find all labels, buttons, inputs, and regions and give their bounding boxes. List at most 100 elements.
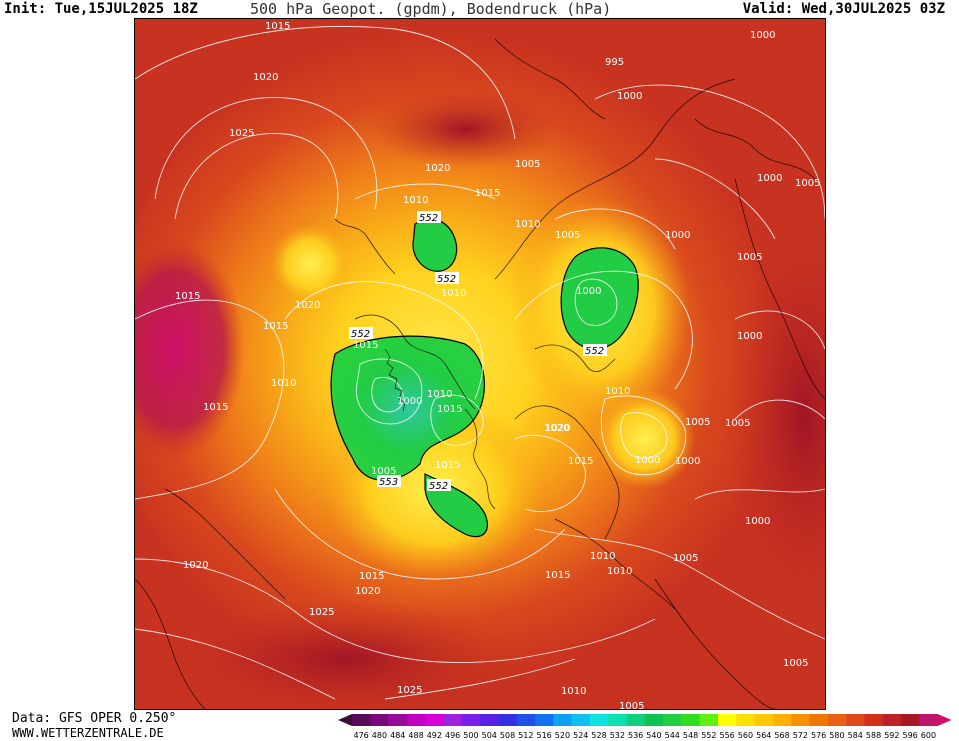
isobar-label: 1005 bbox=[685, 417, 710, 428]
scale-tick-label: 532 bbox=[610, 731, 625, 740]
isobar-label: 1005 bbox=[371, 466, 396, 477]
weather-map[interactable]: 1015 1020 1025 1020 1010 1015 995 1000 1… bbox=[134, 18, 826, 710]
scale-tick-label: 548 bbox=[683, 731, 698, 740]
scale-tick-label: 600 bbox=[921, 731, 936, 740]
isobar-label: 1015 bbox=[265, 21, 290, 32]
color-scale-legend: 476 480 484 488 492 496 500 504 508 512 516 520 524 5… bbox=[338, 714, 952, 740]
scale-tick-label: 596 bbox=[903, 731, 918, 740]
weather-map-svg: 1015 1020 1025 1020 1010 1015 995 1000 1… bbox=[135, 19, 825, 709]
scale-swatch bbox=[644, 714, 664, 726]
isobar-label: 1015 bbox=[437, 404, 462, 415]
isobar-label: 1015 bbox=[359, 571, 384, 582]
scale-tick-label: 488 bbox=[408, 731, 423, 740]
isobar-label-layer: 1015 1020 1025 1020 1010 1015 995 1000 1… bbox=[175, 21, 820, 709]
contour-label: 552 bbox=[419, 213, 438, 224]
isobar-label: 1000 bbox=[665, 230, 690, 241]
contour-label-box bbox=[349, 327, 373, 339]
scale-tick-label: 500 bbox=[463, 731, 478, 740]
map-title: 500 hPa Geopot. (gpdm), Bodendruck (hPa) bbox=[250, 0, 612, 18]
scale-tick-label: 476 bbox=[354, 731, 369, 740]
scale-swatch bbox=[608, 714, 627, 726]
isobar-label: 1010 bbox=[403, 195, 428, 206]
contour-label: 552 bbox=[585, 346, 604, 357]
scale-tick-label: 592 bbox=[884, 731, 899, 740]
data-source: Data: GFS OPER 0.250° bbox=[12, 711, 177, 726]
scale-swatch bbox=[681, 714, 700, 726]
isobar-label: 1000 bbox=[635, 455, 660, 466]
scale-swatch bbox=[626, 714, 646, 726]
scale-swatch bbox=[370, 714, 389, 726]
scale-swatch bbox=[901, 714, 920, 726]
isobar-label: 1025 bbox=[309, 607, 334, 618]
scale-swatch bbox=[425, 714, 444, 726]
scale-swatch bbox=[480, 714, 499, 726]
scale-swatch bbox=[791, 714, 810, 726]
isobar-label: 1025 bbox=[229, 128, 254, 139]
scale-tick-label: 564 bbox=[756, 731, 771, 740]
scale-tick-label: 560 bbox=[738, 731, 753, 740]
high-south-dark bbox=[165, 599, 525, 709]
scale-swatch bbox=[663, 714, 682, 726]
scale-swatch bbox=[736, 714, 755, 726]
scale-swatch bbox=[699, 714, 719, 726]
scale-swatch bbox=[352, 714, 371, 726]
isobar-label: 1000 bbox=[617, 91, 642, 102]
scale-swatch bbox=[388, 714, 408, 726]
scale-swatch bbox=[754, 714, 774, 726]
scale-swatch bbox=[864, 714, 883, 726]
scale-tick-label: 508 bbox=[500, 731, 515, 740]
scale-tick-label: 540 bbox=[646, 731, 661, 740]
isobar-label: 1005 bbox=[795, 178, 820, 189]
scale-tick-label: 492 bbox=[427, 731, 442, 740]
contour-label: 552 bbox=[437, 274, 456, 285]
isobar-label: 1005 bbox=[737, 252, 762, 263]
scale-tick-label: 480 bbox=[372, 731, 387, 740]
scale-tick-label: 584 bbox=[848, 731, 863, 740]
init-time: Init: Tue,15JUL2025 18Z bbox=[4, 1, 198, 17]
isobar-label: 995 bbox=[605, 57, 624, 68]
scale-tick-label: 552 bbox=[701, 731, 716, 740]
high-west-magenta bbox=[135, 239, 245, 459]
isobar-label: 1025 bbox=[397, 685, 422, 696]
scale-swatch bbox=[406, 714, 426, 726]
scale-swatch bbox=[846, 714, 865, 726]
isobar-label: 1020 bbox=[253, 72, 278, 83]
scale-swatch bbox=[571, 714, 591, 726]
contour-label-box bbox=[583, 344, 607, 356]
scale-tick-label: 524 bbox=[573, 731, 588, 740]
scale-swatch bbox=[461, 714, 481, 726]
scale-tick-label: 528 bbox=[591, 731, 606, 740]
scale-tick-label: 568 bbox=[774, 731, 789, 740]
scale-ticks: 476 480 484 488 492 496 500 504 508 512 516 520 524 5… bbox=[354, 731, 937, 740]
contour-label-box bbox=[377, 475, 401, 487]
isobar-label: 1020 bbox=[545, 423, 570, 434]
scale-arrow-right bbox=[937, 714, 952, 726]
isobar-label: 1010 bbox=[561, 686, 586, 697]
scale-swatch bbox=[827, 714, 847, 726]
scale-swatch bbox=[516, 714, 536, 726]
scale-tick-label: 504 bbox=[482, 731, 497, 740]
scale-swatch bbox=[919, 714, 938, 726]
scale-tick-label: 512 bbox=[518, 731, 533, 740]
scale-tick-label: 556 bbox=[720, 731, 735, 740]
scale-swatch bbox=[535, 714, 554, 726]
valid-time: Valid: Wed,30JUL2025 03Z bbox=[742, 1, 945, 17]
isobar-label: 1020 bbox=[355, 586, 380, 597]
website-credit: WWW.WETTERZENTRALE.DE bbox=[12, 726, 164, 740]
high-east-dark bbox=[725, 199, 825, 639]
isobar-label: 1020 bbox=[544, 423, 569, 434]
scale-tick-label: 544 bbox=[665, 731, 680, 740]
isobar-label: 1015 bbox=[568, 456, 593, 467]
isobar-label: 1000 bbox=[397, 396, 422, 407]
isobar-label: 1020 bbox=[183, 560, 208, 571]
scale-tick-label: 580 bbox=[829, 731, 844, 740]
scale-swatch bbox=[443, 714, 463, 726]
contour-label: 553 bbox=[379, 477, 398, 488]
scale-arrow-left bbox=[338, 714, 352, 726]
isobar-label: 1005 bbox=[619, 701, 644, 709]
scale-tick-label: 536 bbox=[628, 731, 643, 740]
contour-label: 552 bbox=[429, 481, 448, 492]
isobar-label: 1000 bbox=[675, 456, 700, 467]
isobar-label: 1015 bbox=[263, 321, 288, 332]
scale-tick-label: 484 bbox=[390, 731, 405, 740]
